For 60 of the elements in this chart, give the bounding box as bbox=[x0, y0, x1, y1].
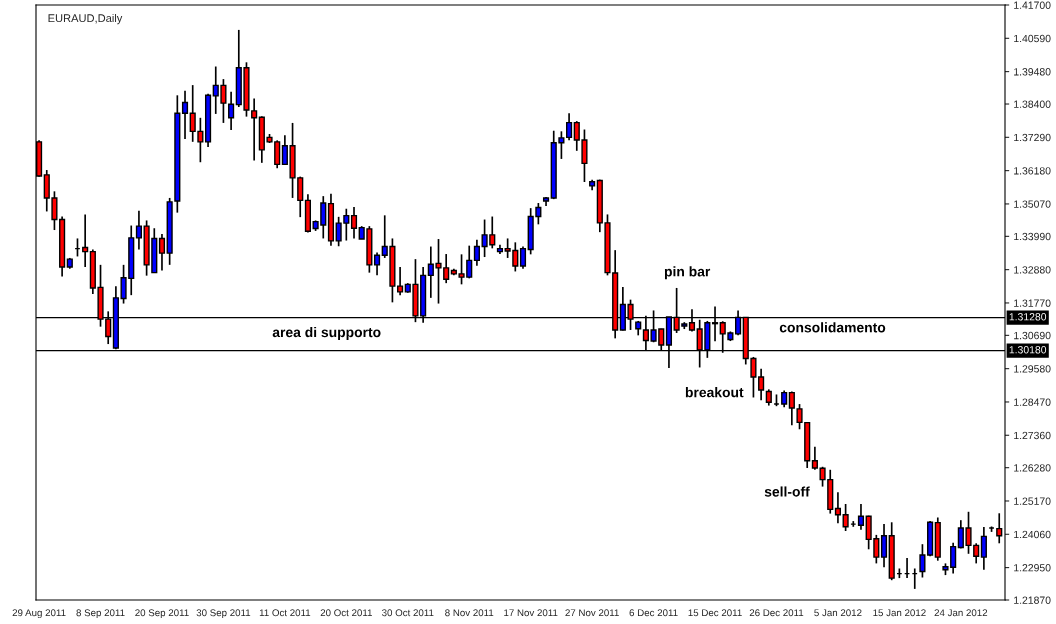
x-tick-label: 27 Nov 2011 bbox=[565, 609, 619, 617]
y-tick-label: 1.36180 bbox=[1014, 167, 1051, 175]
candlestick bbox=[834, 491, 842, 525]
candlestick bbox=[880, 523, 888, 569]
candlestick bbox=[135, 209, 143, 251]
candlestick bbox=[996, 512, 1003, 545]
y-tick-label: 1.35070 bbox=[1014, 200, 1051, 208]
y-tick-label: 1.39480 bbox=[1014, 68, 1051, 76]
candlestick bbox=[519, 245, 527, 270]
candlestick bbox=[181, 89, 189, 140]
annotation: pin bar bbox=[664, 266, 711, 280]
x-tick-label: 20 Oct 2011 bbox=[320, 609, 372, 617]
y-tick-label: 1.30690 bbox=[1014, 331, 1051, 340]
annotation: breakout bbox=[685, 387, 744, 398]
x-tick-label: 20 Sep 2011 bbox=[135, 609, 189, 619]
y-tick-label: 1.28470 bbox=[1014, 398, 1051, 406]
x-tick-label: 17 Nov 2011 bbox=[504, 609, 558, 617]
candlestick bbox=[980, 526, 987, 571]
y-tick-label: 1.40590 bbox=[1014, 34, 1051, 43]
x-tick-label: 26 Dec 2011 bbox=[749, 609, 804, 617]
candlestick bbox=[350, 206, 358, 240]
y-tick-label: 1.41700 bbox=[1014, 1, 1051, 9]
x-tick-label: 6 Dec 2011 bbox=[629, 609, 678, 617]
y-tick-label: 1.33990 bbox=[1014, 232, 1051, 241]
y-tick-label: 1.31770 bbox=[1014, 299, 1051, 307]
candlestick bbox=[842, 503, 849, 532]
candlestick bbox=[397, 266, 404, 296]
annotation: consolidamento bbox=[779, 322, 886, 333]
candlestick bbox=[566, 112, 573, 142]
candlestick bbox=[228, 90, 235, 131]
y-tick-label: 1.25170 bbox=[1014, 497, 1051, 505]
ref-line-label: 1.30180 bbox=[1009, 346, 1047, 354]
x-tick-label: 15 Dec 2011 bbox=[688, 609, 742, 617]
text: EURAUD,Daily bbox=[48, 13, 123, 25]
y-tick-label: 1.21870 bbox=[1014, 596, 1051, 604]
x-tick-label: 24 Jan 2012 bbox=[934, 609, 988, 617]
y-tick-label: 1.32880 bbox=[1014, 266, 1051, 274]
x-tick-label: 5 Jan 2012 bbox=[814, 609, 862, 617]
candlestick bbox=[158, 233, 166, 272]
x-tick-label: 8 Nov 2011 bbox=[445, 609, 494, 617]
x-tick-label: 29 Aug 2011 bbox=[12, 609, 66, 619]
candlestick bbox=[857, 503, 865, 531]
y-tick-label: 1.29580 bbox=[1014, 365, 1051, 373]
y-tick-label: 1.38400 bbox=[1014, 100, 1051, 108]
annotation: area di supporto bbox=[272, 326, 381, 340]
y-tick-label: 1.26280 bbox=[1014, 464, 1051, 472]
y-tick-label: 1.37290 bbox=[1014, 133, 1051, 142]
y-tick-label: 1.24060 bbox=[1014, 530, 1051, 539]
candlestick bbox=[373, 251, 381, 277]
x-tick-label: 15 Jan 2012 bbox=[873, 609, 926, 617]
candlestick bbox=[473, 238, 480, 267]
candlestick bbox=[82, 213, 89, 268]
x-tick-label: 30 Sep 2011 bbox=[196, 609, 251, 619]
x-tick-label: 8 Sep 2011 bbox=[76, 609, 125, 619]
y-tick-label: 1.27360 bbox=[1014, 431, 1051, 440]
x-tick-label: 30 Oct 2011 bbox=[382, 609, 434, 617]
ref-line-label: 1.31280 bbox=[1009, 313, 1047, 321]
annotation: sell-off bbox=[764, 486, 810, 497]
x-tick-label: 11 Oct 2011 bbox=[259, 609, 311, 617]
y-tick-label: 1.22950 bbox=[1014, 564, 1051, 572]
